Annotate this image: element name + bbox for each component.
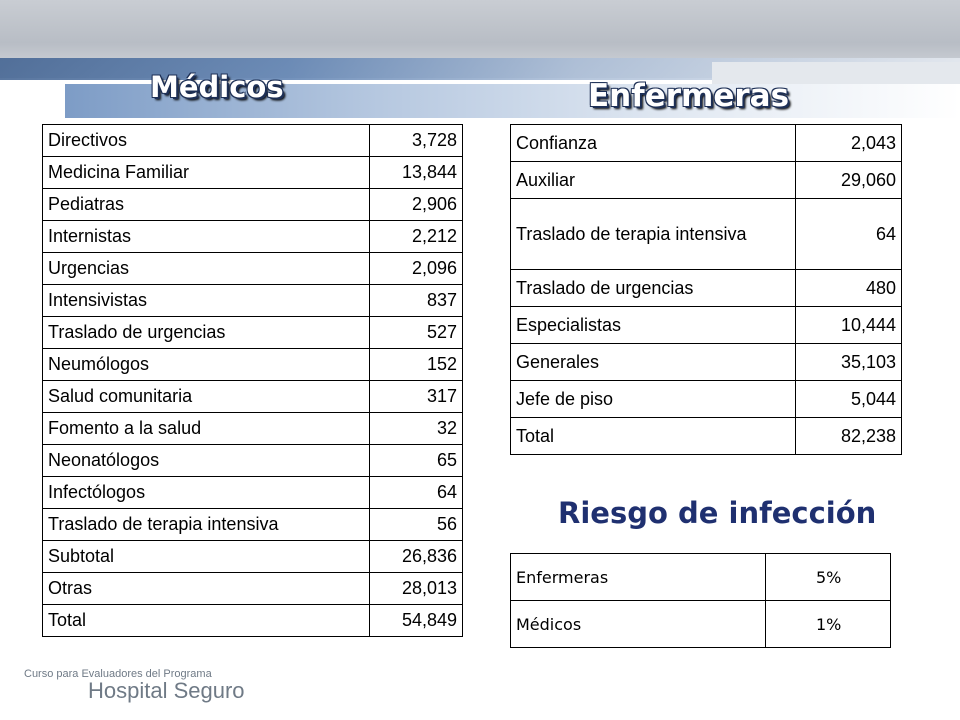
- row-label: Pediatras: [42, 188, 370, 221]
- table-row: Urgencias 2,096: [42, 252, 463, 285]
- table-row: Total 54,849: [42, 604, 463, 637]
- row-label: Traslado de urgencias: [42, 316, 370, 349]
- watermark-course: Curso para Evaluadores del Programa: [24, 668, 212, 680]
- table-row: Infectólogos 64: [42, 476, 463, 509]
- table-row: Internistas 2,212: [42, 220, 463, 253]
- row-value: 2,096: [369, 252, 463, 285]
- table-row: Auxiliar 29,060: [510, 161, 902, 199]
- row-value: 317: [369, 380, 463, 413]
- row-label: Generales: [510, 343, 796, 381]
- row-value: 5%: [765, 553, 891, 601]
- table-row: Médicos 1%: [510, 600, 891, 648]
- row-value: 2,043: [795, 124, 902, 162]
- row-label: Enfermeras: [510, 553, 766, 601]
- row-value: 1%: [765, 600, 891, 648]
- table-row: Neonatólogos 65: [42, 444, 463, 477]
- table-row: Medicina Familiar 13,844: [42, 156, 463, 189]
- row-value: 32: [369, 412, 463, 445]
- table-row: Directivos 3,728: [42, 124, 463, 157]
- row-value: 10,444: [795, 306, 902, 344]
- enfermeras-title: Enfermeras: [588, 78, 790, 114]
- row-label: Médicos: [510, 600, 766, 648]
- row-value: 5,044: [795, 380, 902, 418]
- table-row: Traslado de terapia intensiva 64: [510, 198, 902, 270]
- row-value: 2,212: [369, 220, 463, 253]
- table-row: Salud comunitaria 317: [42, 380, 463, 413]
- row-label: Urgencias: [42, 252, 370, 285]
- riesgo-table: Enfermeras 5% Médicos 1%: [510, 553, 891, 648]
- table-row: Intensivistas 837: [42, 284, 463, 317]
- row-value: 56: [369, 508, 463, 541]
- table-row: Otras 28,013: [42, 572, 463, 605]
- row-label: Directivos: [42, 124, 370, 157]
- header-stripe-light: [65, 84, 960, 118]
- row-label: Especialistas: [510, 306, 796, 344]
- riesgo-title: Riesgo de infección: [558, 496, 877, 530]
- row-value: 82,238: [795, 417, 902, 455]
- row-value: 54,849: [369, 604, 463, 637]
- row-label: Total: [42, 604, 370, 637]
- row-label: Traslado de terapia intensiva: [42, 508, 370, 541]
- row-label: Fomento a la salud: [42, 412, 370, 445]
- row-label: Confianza: [510, 124, 796, 162]
- table-row: Traslado de urgencias 480: [510, 269, 902, 307]
- table-row: Generales 35,103: [510, 343, 902, 381]
- row-value: 64: [369, 476, 463, 509]
- table-row: Traslado de urgencias 527: [42, 316, 463, 349]
- row-value: 29,060: [795, 161, 902, 199]
- row-label: Medicina Familiar: [42, 156, 370, 189]
- medicos-title: Médicos: [150, 70, 284, 104]
- row-value: 35,103: [795, 343, 902, 381]
- row-value: 64: [795, 198, 902, 270]
- table-row: Especialistas 10,444: [510, 306, 902, 344]
- row-label: Otras: [42, 572, 370, 605]
- row-value: 65: [369, 444, 463, 477]
- row-label: Salud comunitaria: [42, 380, 370, 413]
- row-label: Infectólogos: [42, 476, 370, 509]
- row-label: Intensivistas: [42, 284, 370, 317]
- row-label: Jefe de piso: [510, 380, 796, 418]
- row-label: Neonatólogos: [42, 444, 370, 477]
- row-label: Internistas: [42, 220, 370, 253]
- enfermeras-table: Confianza 2,043 Auxiliar 29,060 Traslado de …: [510, 124, 902, 455]
- row-label: Traslado de terapia intensiva: [510, 198, 796, 270]
- row-value: 26,836: [369, 540, 463, 573]
- table-row: Traslado de terapia intensiva 56: [42, 508, 463, 541]
- medicos-table: Directivos 3,728 Medicina Familiar 13,844 Pe…: [42, 124, 463, 637]
- row-value: 837: [369, 284, 463, 317]
- row-value: 13,844: [369, 156, 463, 189]
- table-row: Confianza 2,043: [510, 124, 902, 162]
- table-row: Pediatras 2,906: [42, 188, 463, 221]
- table-row: Total 82,238: [510, 417, 902, 455]
- row-label: Total: [510, 417, 796, 455]
- row-value: 480: [795, 269, 902, 307]
- table-row: Subtotal 26,836: [42, 540, 463, 573]
- row-value: 3,728: [369, 124, 463, 157]
- row-label: Subtotal: [42, 540, 370, 573]
- row-label: Auxiliar: [510, 161, 796, 199]
- table-row: Fomento a la salud 32: [42, 412, 463, 445]
- row-value: 28,013: [369, 572, 463, 605]
- watermark-program: Hospital Seguro: [88, 678, 245, 703]
- row-value: 152: [369, 348, 463, 381]
- row-value: 2,906: [369, 188, 463, 221]
- table-row: Neumólogos 152: [42, 348, 463, 381]
- row-label: Neumólogos: [42, 348, 370, 381]
- row-value: 527: [369, 316, 463, 349]
- table-row: Enfermeras 5%: [510, 553, 891, 601]
- table-row: Jefe de piso 5,044: [510, 380, 902, 418]
- row-label: Traslado de urgencias: [510, 269, 796, 307]
